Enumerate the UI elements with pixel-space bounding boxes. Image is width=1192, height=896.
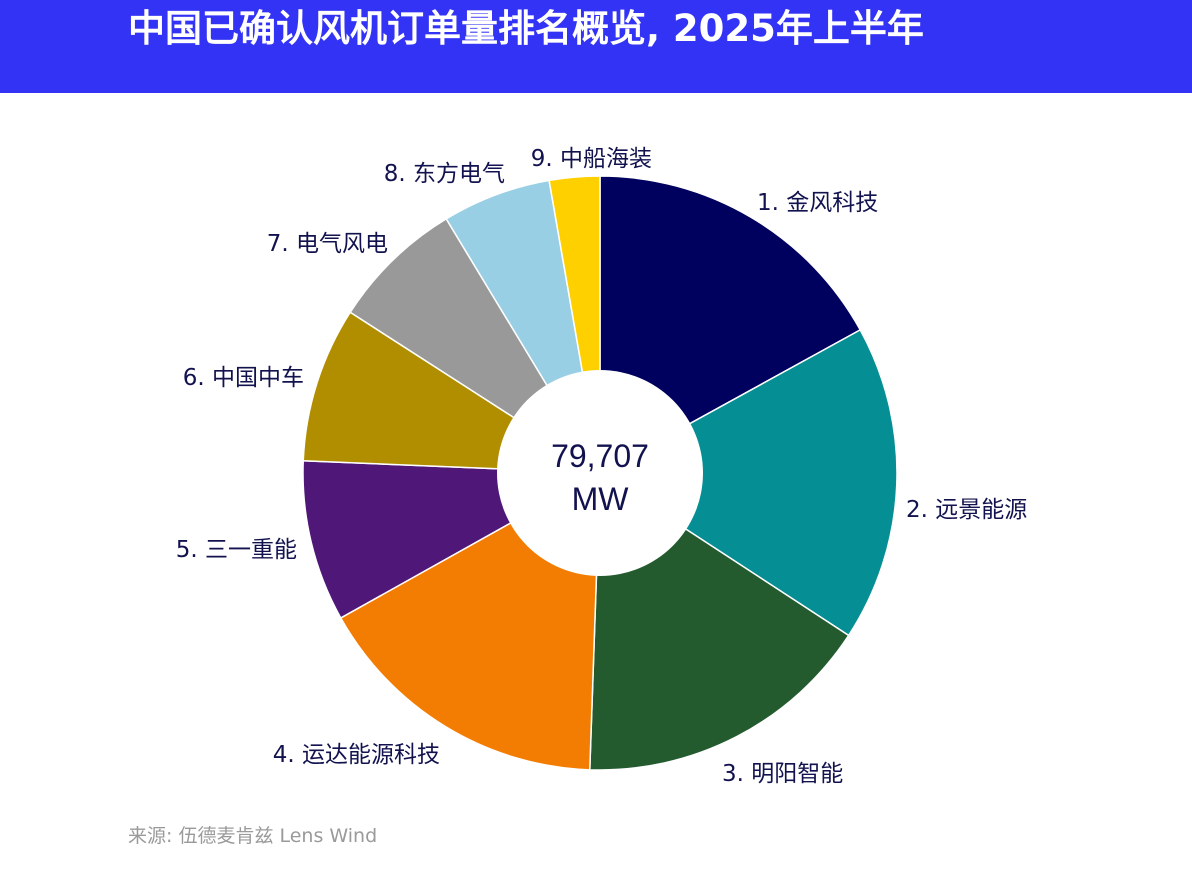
center-total-unit: MW: [572, 481, 630, 517]
chart-area: 79,707 MW 1. 金风科技 2. 远景能源 3. 明阳智能 4. 运达能源科技…: [0, 93, 1192, 896]
slice-label-4: 4. 运达能源科技: [273, 742, 440, 768]
header-bar: 中国已确认风机订单量排名概览, 2025年上半年: [0, 0, 1192, 93]
slice-label-5: 5. 三一重能: [176, 537, 297, 563]
donut-center-hole: [497, 370, 703, 576]
slice-2: [598, 328, 898, 637]
slice-label-8: 8. 东方电气: [384, 161, 505, 187]
slice-label-3: 3. 明阳智能: [722, 761, 843, 787]
slice-label-1: 1. 金风科技: [757, 190, 878, 216]
slice-label-9: 9. 中船海装: [531, 146, 652, 172]
page-title: 中国已确认风机订单量排名概览, 2025年上半年: [128, 7, 924, 50]
source-note: 来源: 伍德麦肯兹 Lens Wind: [128, 825, 378, 847]
labels-layer: 1. 金风科技 2. 远景能源 3. 明阳智能 4. 运达能源科技 5. 三一重能 6. …: [176, 146, 1028, 787]
slice-label-2: 2. 远景能源: [906, 497, 1027, 523]
slice-label-6: 6. 中国中车: [183, 365, 304, 391]
slice-label-7: 7. 电气风电: [267, 231, 388, 257]
donut-chart: 79,707 MW 1. 金风科技 2. 远景能源 3. 明阳智能 4. 运达能源科技…: [176, 146, 1028, 787]
center-total-value: 79,707: [551, 438, 649, 474]
